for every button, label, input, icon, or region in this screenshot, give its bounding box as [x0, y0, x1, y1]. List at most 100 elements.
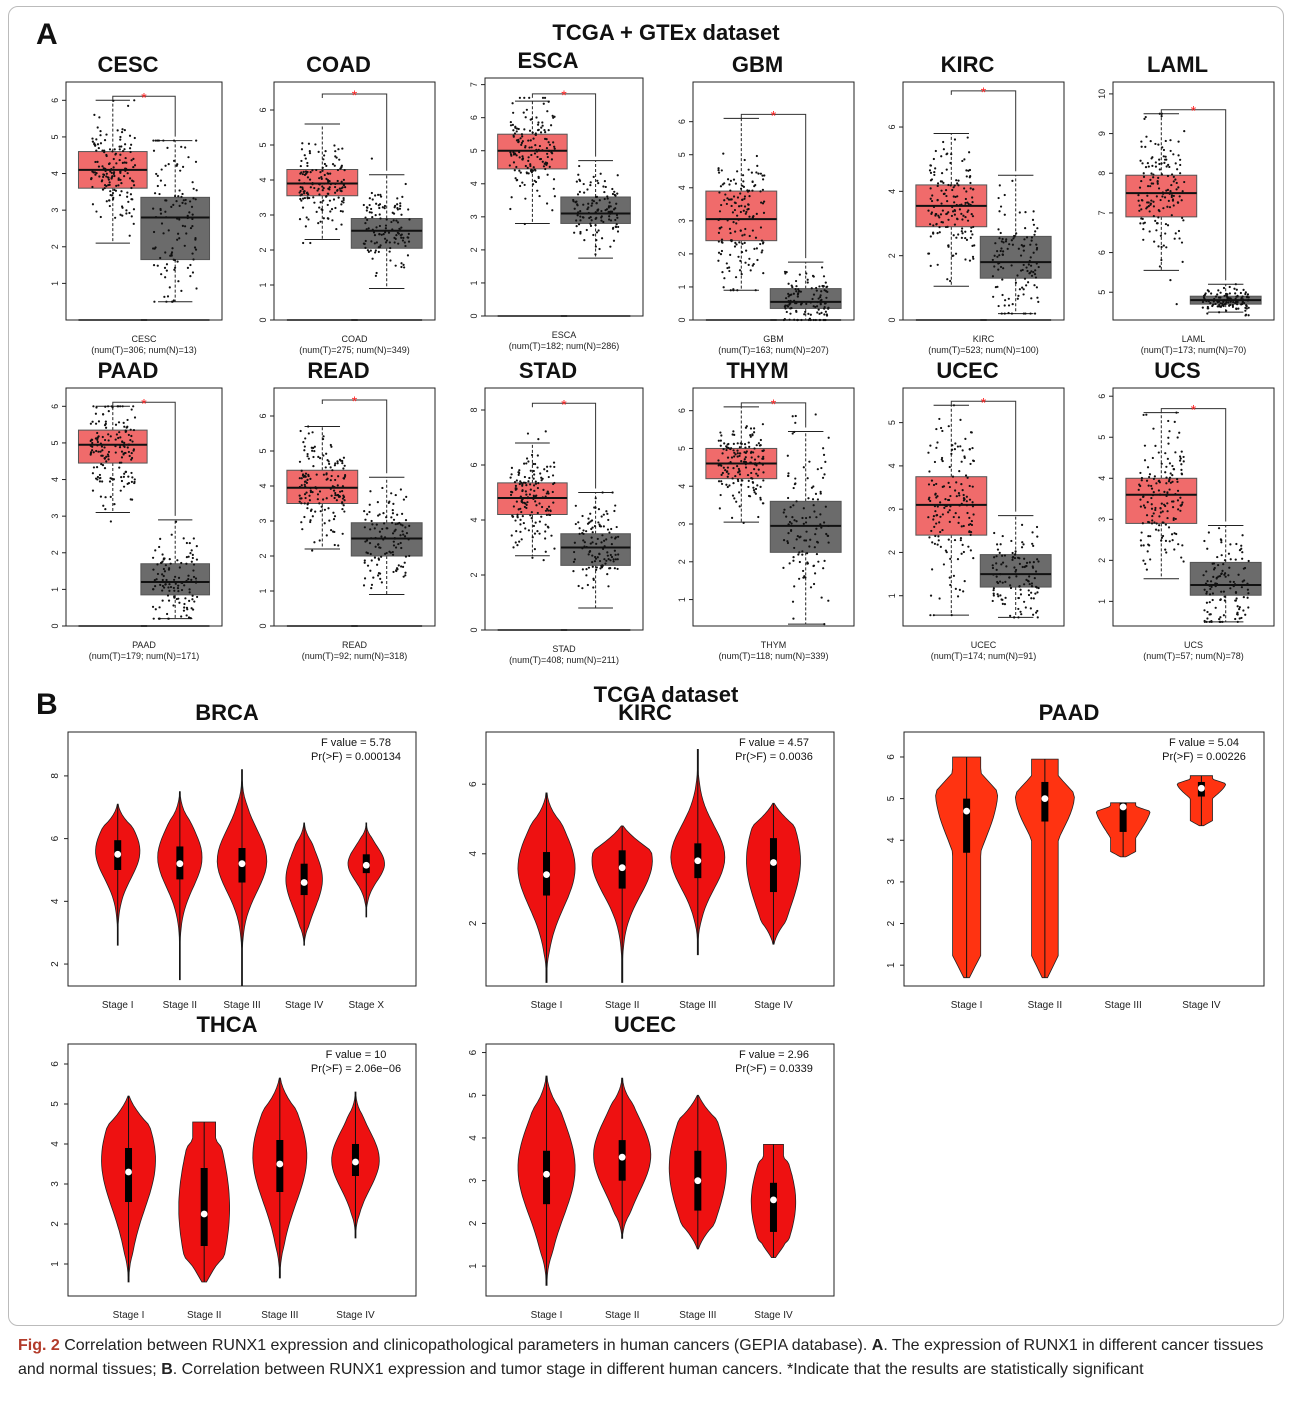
data-point [109, 520, 112, 523]
data-point [755, 444, 758, 447]
data-point [959, 418, 962, 421]
x-axis-label: READ [342, 640, 368, 650]
data-point [106, 453, 110, 456]
data-point [760, 239, 764, 242]
data-point [315, 473, 318, 476]
data-point [1225, 309, 1228, 312]
data-point [1140, 208, 1143, 211]
data-point [966, 476, 969, 479]
data-point [89, 422, 92, 425]
data-point [792, 617, 795, 620]
data-point [187, 616, 191, 619]
data-point [528, 476, 531, 480]
data-point [553, 547, 556, 550]
data-point [960, 212, 963, 215]
data-point [1232, 300, 1235, 304]
data-point [539, 131, 543, 134]
data-point [329, 466, 332, 469]
data-point [605, 559, 608, 562]
data-point [1182, 560, 1185, 563]
data-point [718, 210, 722, 213]
data-point [963, 456, 966, 459]
data-point [519, 137, 522, 140]
data-point [1141, 217, 1144, 221]
chart-title: UCS [1154, 358, 1201, 383]
data-point [402, 575, 405, 578]
data-point [796, 293, 800, 296]
y-tick-label: 1 [50, 587, 60, 592]
data-point [184, 146, 187, 149]
data-point [814, 305, 817, 309]
data-point [1222, 286, 1226, 290]
data-point [617, 535, 620, 538]
y-tick-label: 0 [677, 317, 687, 322]
y-tick-label: 3 [677, 521, 687, 526]
data-point [971, 215, 975, 218]
data-point [392, 219, 395, 222]
data-point [952, 515, 955, 519]
data-point [1246, 296, 1249, 299]
data-point [732, 449, 735, 452]
data-point [343, 475, 347, 478]
data-point [1143, 506, 1147, 509]
data-point [1025, 284, 1028, 287]
data-point [514, 484, 518, 487]
box-chart-kirc: KIRC 0 2 4 6 * KIRC (num(T)=523; num(N)=100) [865, 52, 1070, 364]
data-point [763, 200, 766, 203]
y-tick-label: 1 [886, 962, 897, 968]
violin-median-point [300, 879, 308, 886]
data-point [378, 213, 381, 216]
data-point [929, 187, 932, 190]
data-point [340, 187, 343, 190]
data-point [967, 545, 970, 548]
box-chart-gbm: GBM 0 1 2 3 4 5 6 * GBM (num(T)=163; num(N)=207) [655, 52, 860, 364]
data-point [101, 179, 104, 182]
data-point [761, 502, 765, 505]
data-point [1166, 205, 1169, 208]
data-point [1016, 274, 1019, 277]
data-point [733, 497, 736, 500]
data-point [724, 468, 727, 472]
data-point [307, 432, 310, 435]
data-point [372, 576, 375, 579]
data-point [1020, 523, 1024, 526]
data-point [308, 494, 311, 497]
data-point [152, 264, 156, 267]
data-point [723, 199, 726, 202]
data-point [756, 484, 759, 487]
data-point [1159, 198, 1162, 202]
data-point [965, 175, 968, 178]
data-point [1216, 305, 1219, 308]
data-point [1036, 616, 1039, 619]
data-point [537, 128, 540, 131]
data-point [814, 318, 817, 322]
y-tick-label: 1 [677, 597, 687, 602]
data-point [597, 508, 601, 511]
data-point [755, 464, 758, 467]
data-point [1173, 532, 1176, 535]
data-point [1031, 531, 1034, 534]
data-point [130, 159, 133, 162]
data-point [340, 166, 343, 169]
data-point [1180, 503, 1183, 506]
data-point [312, 455, 315, 459]
data-point [574, 201, 577, 204]
data-point [799, 535, 802, 538]
data-point [521, 181, 524, 184]
data-point [820, 311, 823, 314]
data-point [1024, 210, 1027, 214]
data-point [603, 180, 606, 183]
violin-median-point [362, 861, 370, 869]
caption-text-3: . Correlation between RUNX1 expression a… [172, 1361, 1144, 1378]
chart-title: UCEC [613, 1012, 677, 1037]
data-point [364, 216, 367, 219]
data-point [792, 559, 795, 562]
y-tick-label: 0 [469, 627, 479, 632]
data-point [931, 541, 934, 544]
data-point [952, 195, 955, 198]
violin-median-point [694, 857, 702, 865]
data-point [743, 197, 746, 200]
data-point [322, 437, 325, 441]
data-point [597, 229, 600, 232]
violin-iqr-box [963, 798, 971, 853]
